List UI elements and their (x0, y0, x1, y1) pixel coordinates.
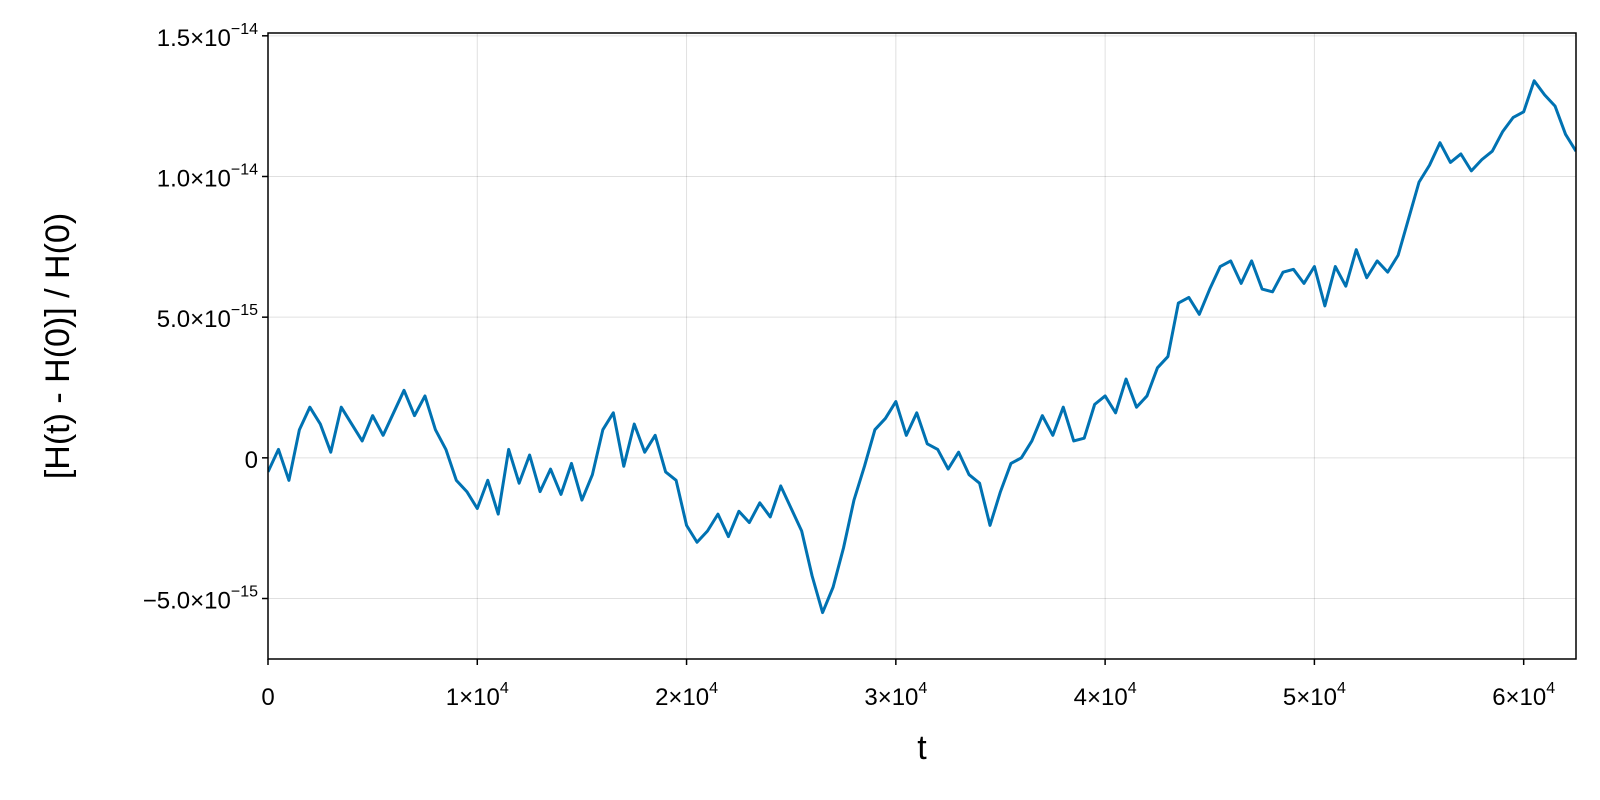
tick-label-base: −5.0×10 (143, 588, 231, 615)
tick-label-exponent: 4 (918, 680, 927, 697)
tick-label-exponent: 4 (500, 680, 509, 697)
tick-label-exponent: −14 (231, 21, 258, 38)
tick-label: −5.0×10−15 (143, 584, 258, 615)
tick-label: 1×104 (446, 680, 509, 711)
tick-label-base: 2×10 (655, 684, 709, 711)
tick-label-base: 5×10 (1283, 684, 1337, 711)
plot-frame (267, 32, 1577, 660)
tick-label-exponent: 4 (1546, 680, 1555, 697)
tick-label-base: 1.5×10 (157, 25, 231, 52)
tick-label: 5.0×10−15 (157, 302, 258, 333)
tick-label-exponent: −15 (231, 302, 258, 319)
tick-label-exponent: −15 (231, 584, 258, 601)
tick-label-base: 0 (245, 447, 258, 474)
data-line (268, 79, 1576, 615)
tick-label-base: 1×10 (446, 684, 500, 711)
tick-label-base: 1.0×10 (157, 166, 231, 193)
y-axis-title: [H(t) - H(0)] / H(0) (39, 213, 77, 479)
tick-label-base: 5.0×10 (157, 307, 231, 334)
tick-label-exponent: 4 (1128, 680, 1137, 697)
tick-label: 6×104 (1492, 680, 1555, 711)
tick-label: 0 (261, 684, 274, 711)
tick-label: 4×104 (1074, 680, 1137, 711)
x-axis-title: t (917, 729, 927, 767)
tick-label: 1.5×10−14 (157, 21, 258, 52)
tick-label-exponent: −14 (231, 162, 258, 179)
tick-label: 5×104 (1283, 680, 1346, 711)
tick-label: 1.0×10−14 (157, 162, 258, 193)
tick-label-exponent: 4 (709, 680, 718, 697)
tick-label-base: 4×10 (1074, 684, 1128, 711)
tick-label: 3×104 (864, 680, 927, 711)
tick-label-exponent: 4 (1337, 680, 1346, 697)
tick-label-base: 0 (261, 684, 274, 711)
tick-label: 2×104 (655, 680, 718, 711)
tick-label-base: 3×10 (864, 684, 918, 711)
tick-label: 0 (245, 447, 258, 474)
tick-label-base: 6×10 (1492, 684, 1546, 711)
